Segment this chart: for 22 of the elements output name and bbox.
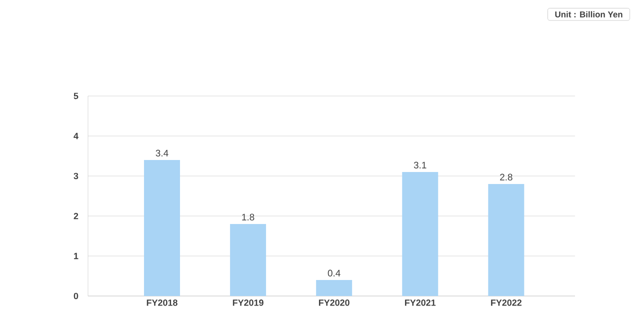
x-tick-label: FY2021	[405, 300, 436, 306]
bar	[144, 160, 180, 296]
y-tick-label: 3	[74, 172, 78, 180]
data-label: 2.8	[500, 174, 512, 180]
y-tick-label: 1	[74, 252, 78, 260]
bar	[402, 172, 438, 296]
y-tick-label: 5	[74, 92, 78, 100]
x-tick-label: FY2022	[491, 300, 522, 306]
bar	[488, 184, 524, 296]
x-tick-label: FY2019	[232, 300, 264, 306]
y-tick-label: 4	[74, 132, 78, 140]
text: Unit : Billion Yen	[555, 11, 622, 18]
y-tick-label: 2	[74, 212, 78, 220]
x-tick-label: FY2020	[318, 300, 350, 306]
bar	[316, 280, 352, 296]
data-label: 3.1	[414, 162, 426, 168]
x-tick-label: FY2018	[146, 300, 178, 306]
data-label: 0.4	[328, 270, 340, 276]
y-tick-label: 0	[74, 292, 78, 300]
data-label: 3.4	[156, 150, 168, 156]
data-label: 1.8	[242, 214, 254, 220]
bar	[230, 224, 266, 296]
